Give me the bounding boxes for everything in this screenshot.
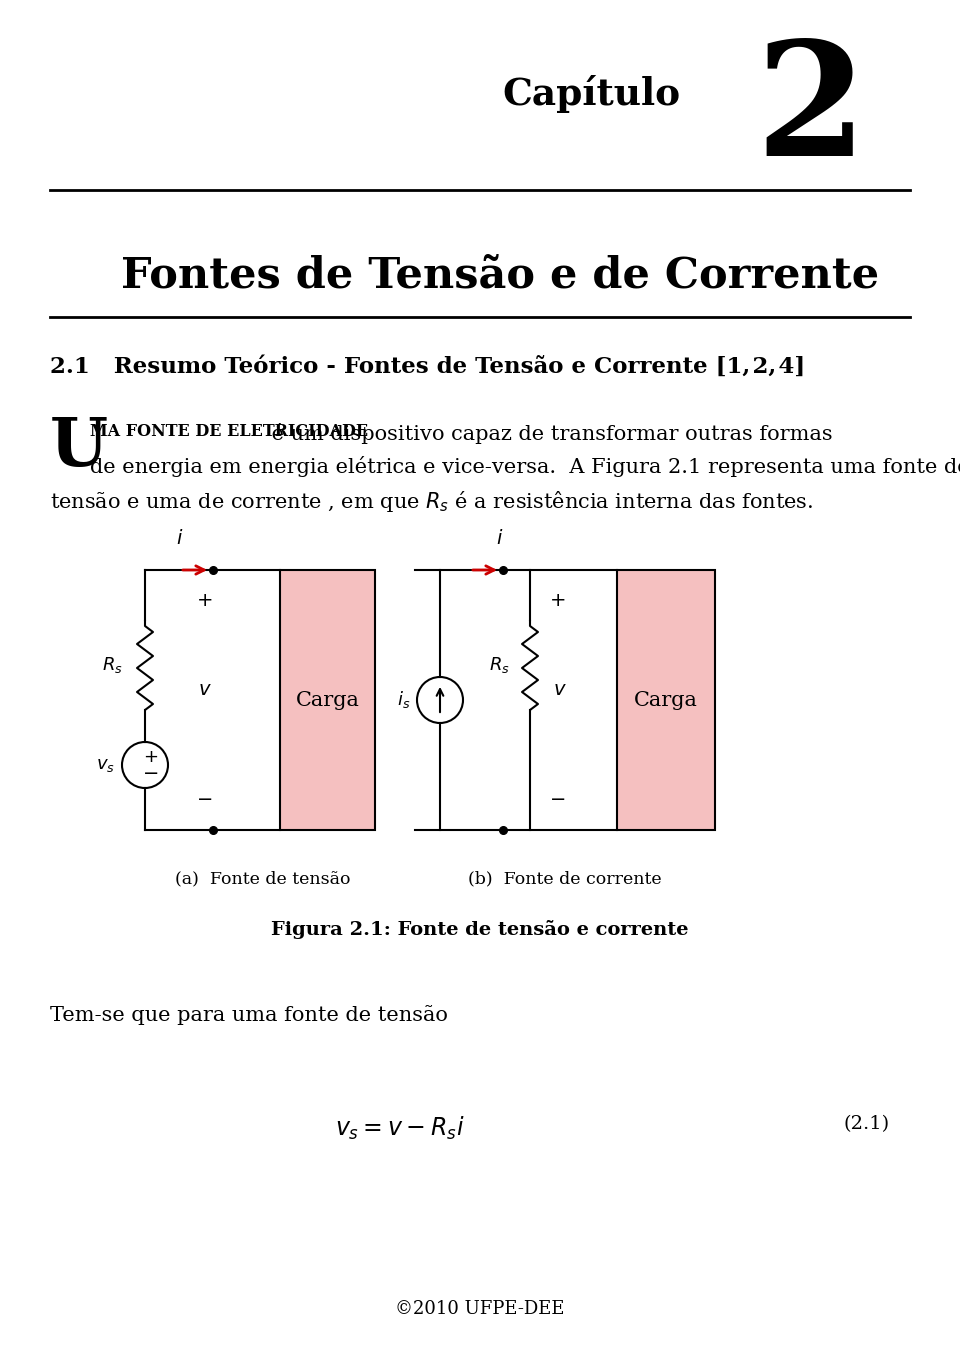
Text: $i$: $i$	[177, 529, 183, 548]
Text: $R_s$: $R_s$	[102, 655, 123, 675]
Text: U: U	[50, 415, 108, 480]
Text: $i$: $i$	[496, 529, 504, 548]
Text: +: +	[197, 590, 213, 609]
Text: +: +	[143, 749, 158, 766]
Text: tensão e uma de corrente , em que $R_s$ é a resistência interna das fontes.: tensão e uma de corrente , em que $R_s$ …	[50, 490, 813, 514]
Text: 2: 2	[755, 35, 866, 188]
Text: 2.1   Resumo Teórico - Fontes de Tensão e Corrente [1, 2, 4]: 2.1 Resumo Teórico - Fontes de Tensão e …	[50, 357, 805, 378]
Text: $R_s$: $R_s$	[490, 655, 510, 675]
Text: −: −	[197, 791, 213, 810]
Text: (b)  Fonte de corrente: (b) Fonte de corrente	[468, 871, 661, 887]
Text: é um dispositivo capaz de transformar outras formas: é um dispositivo capaz de transformar ou…	[265, 423, 832, 443]
Text: Carga: Carga	[296, 690, 359, 709]
Bar	[617, 570, 715, 830]
Text: ©2010 UFPE-DEE: ©2010 UFPE-DEE	[396, 1300, 564, 1318]
Text: $v_s$: $v_s$	[96, 757, 115, 774]
Text: Tem-se que para uma fonte de tensão: Tem-se que para uma fonte de tensão	[50, 1005, 448, 1025]
Text: Carga: Carga	[634, 690, 698, 709]
Text: (a)  Fonte de tensão: (a) Fonte de tensão	[175, 871, 350, 887]
Text: −: −	[550, 791, 566, 810]
Text: de energia em energia elétrica e vice-versa.  A Figura 2.1 representa uma fonte : de energia em energia elétrica e vice-ve…	[90, 456, 960, 477]
Text: +: +	[550, 590, 566, 609]
Text: $v$: $v$	[553, 681, 567, 698]
Text: Capítulo: Capítulo	[502, 75, 680, 113]
Text: Figura 2.1: Fonte de tensão e corrente: Figura 2.1: Fonte de tensão e corrente	[272, 919, 688, 938]
Text: −: −	[143, 763, 159, 782]
Text: Fontes de Tensão e de Corrente: Fontes de Tensão e de Corrente	[121, 255, 879, 297]
Text: $v_s = v - R_s i$: $v_s = v - R_s i$	[335, 1115, 465, 1142]
Text: $i_s$: $i_s$	[396, 689, 410, 711]
Text: $v$: $v$	[198, 681, 212, 698]
Text: MA FONTE DE ELETRICIDADE: MA FONTE DE ELETRICIDADE	[90, 423, 368, 439]
Bar	[280, 570, 375, 830]
Text: (2.1): (2.1)	[844, 1115, 890, 1134]
